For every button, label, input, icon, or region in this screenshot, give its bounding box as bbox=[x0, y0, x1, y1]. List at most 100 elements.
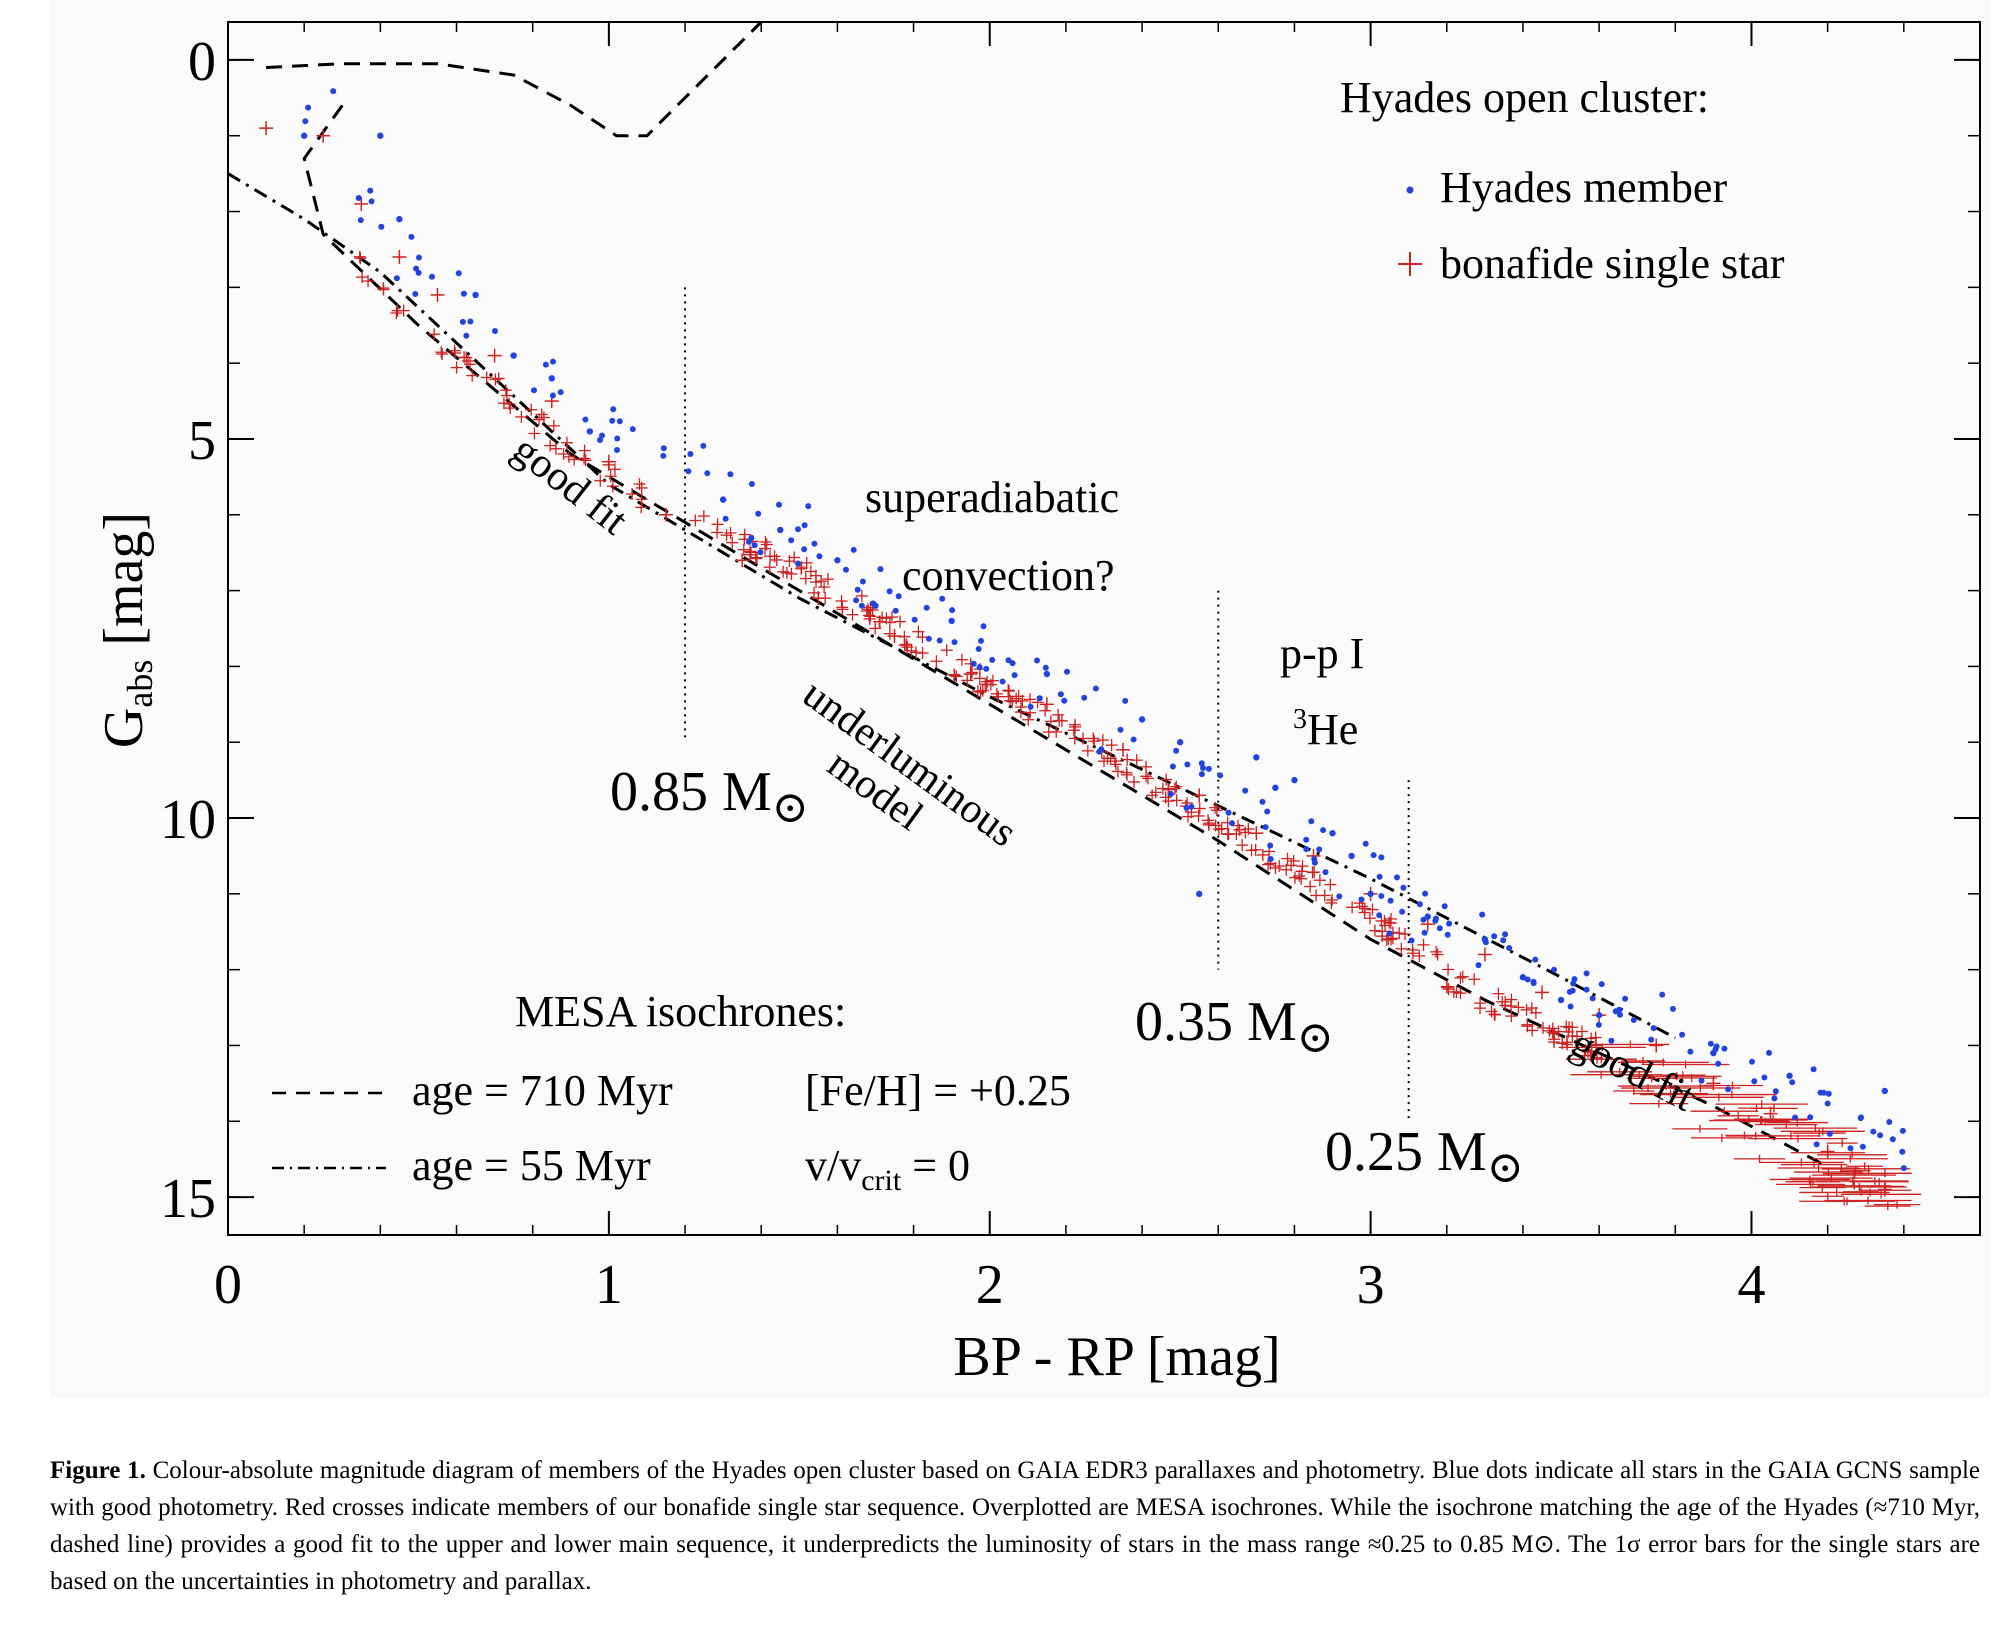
member-dot bbox=[1659, 991, 1666, 998]
member-dot bbox=[1064, 668, 1070, 675]
single-star-cross bbox=[1067, 724, 1080, 737]
single-star-cross bbox=[464, 358, 477, 371]
single-star-cross bbox=[1725, 1131, 1764, 1140]
single-star-cross bbox=[1156, 782, 1169, 795]
member-dot bbox=[1200, 765, 1206, 771]
member-dot bbox=[801, 546, 808, 553]
member-dot bbox=[582, 416, 589, 423]
single-star-cross bbox=[1346, 901, 1359, 914]
member-dot bbox=[1433, 915, 1439, 922]
single-star-cross bbox=[436, 348, 449, 361]
single-star-cross bbox=[1877, 1182, 1892, 1197]
single-star-cross bbox=[1109, 758, 1122, 771]
single-star-cross bbox=[836, 603, 849, 616]
single-star-cross bbox=[1474, 1002, 1487, 1015]
member-dot bbox=[1205, 765, 1212, 772]
member-dot bbox=[1229, 820, 1235, 827]
member-dot bbox=[1117, 726, 1124, 733]
member-dot bbox=[795, 560, 802, 567]
single-star-cross bbox=[1417, 938, 1430, 951]
single-star-cross bbox=[1565, 1055, 1637, 1064]
member-dot bbox=[614, 435, 621, 442]
single-star-cross bbox=[601, 454, 616, 469]
member-dot bbox=[886, 588, 893, 595]
member-dot bbox=[1027, 703, 1034, 710]
single-star-cross bbox=[1817, 1150, 1888, 1159]
single-star-cross bbox=[1456, 970, 1469, 983]
single-star-cross bbox=[760, 538, 773, 551]
single-star-cross bbox=[1850, 1188, 1890, 1197]
single-star-cross bbox=[1281, 852, 1294, 865]
member-dot bbox=[788, 537, 795, 544]
single-star-cross bbox=[1843, 1187, 1879, 1196]
single-star-cross bbox=[1686, 1090, 1777, 1099]
member-dot bbox=[1847, 1145, 1854, 1152]
single-star-cross bbox=[1236, 839, 1249, 852]
single-star-cross bbox=[1256, 848, 1269, 861]
single-star-cross bbox=[1733, 1115, 1813, 1124]
member-dot bbox=[1751, 1078, 1758, 1085]
member-dot bbox=[614, 447, 620, 453]
x-tick-label: 2 bbox=[976, 1254, 1004, 1316]
single-star-cross bbox=[1824, 1196, 1912, 1205]
single-star-cross bbox=[1715, 1100, 1808, 1109]
single-star-cross bbox=[1492, 987, 1505, 1000]
single-star-cross bbox=[1840, 1166, 1871, 1175]
single-star-cross bbox=[1140, 760, 1153, 773]
member-dot bbox=[951, 639, 958, 646]
x-tick-label: 1 bbox=[595, 1254, 623, 1316]
plot-frame bbox=[227, 21, 1981, 1236]
member-dot bbox=[978, 637, 984, 644]
single-star-cross bbox=[1203, 817, 1216, 830]
member-dot bbox=[1670, 1005, 1676, 1012]
member-dot bbox=[1570, 980, 1577, 987]
member-dot bbox=[1598, 981, 1605, 988]
member-dot bbox=[1198, 771, 1205, 778]
single-star-cross bbox=[846, 608, 859, 621]
member-dot bbox=[1900, 1165, 1907, 1172]
single-star-cross bbox=[1629, 1099, 1689, 1108]
single-star-cross bbox=[1641, 1060, 1730, 1069]
single-star-cross bbox=[1212, 823, 1225, 836]
single-star-cross bbox=[1296, 860, 1309, 873]
single-star-cross bbox=[804, 565, 817, 578]
single-star-cross bbox=[1442, 963, 1455, 976]
single-star-cross bbox=[499, 384, 512, 397]
single-star-cross bbox=[1780, 1127, 1865, 1136]
single-star-cross bbox=[1088, 735, 1101, 748]
single-star-cross bbox=[1096, 734, 1109, 747]
annotation-good-fit-upper: good fit bbox=[504, 427, 636, 545]
single-star-cross bbox=[737, 543, 750, 556]
annotation-pp1: p-p I bbox=[1280, 629, 1364, 678]
single-star-cross bbox=[1717, 1111, 1759, 1120]
single-star-cross bbox=[835, 595, 848, 608]
y-tick-label: 5 bbox=[188, 410, 216, 472]
single-star-cross bbox=[1575, 1025, 1588, 1038]
single-star-cross bbox=[1273, 860, 1286, 873]
member-dot bbox=[843, 566, 849, 573]
single-star-cross bbox=[1010, 692, 1023, 705]
member-dot bbox=[1183, 804, 1190, 811]
single-star-cross bbox=[1535, 985, 1549, 1000]
single-star-cross bbox=[1324, 878, 1337, 891]
single-star-cross bbox=[1864, 1202, 1911, 1211]
member-dot bbox=[1242, 787, 1249, 794]
single-star-cross bbox=[1430, 945, 1443, 958]
single-star-cross bbox=[316, 128, 331, 143]
single-star-cross bbox=[1068, 718, 1081, 731]
single-star-cross bbox=[1742, 1115, 1782, 1124]
single-star-cross bbox=[497, 397, 510, 410]
member-dot bbox=[1622, 995, 1629, 1002]
member-dot bbox=[492, 328, 498, 334]
single-star-cross bbox=[1081, 744, 1094, 757]
single-star-cross bbox=[1368, 924, 1381, 937]
single-star-cross bbox=[1313, 874, 1326, 887]
single-star-cross bbox=[500, 389, 513, 402]
single-star-cross bbox=[1395, 942, 1408, 955]
member-dot bbox=[367, 187, 374, 194]
member-dot bbox=[1491, 933, 1498, 940]
member-dot bbox=[1358, 896, 1365, 903]
caption-label: Figure 1. bbox=[50, 1457, 146, 1484]
member-dot bbox=[1825, 1090, 1832, 1097]
single-star-cross bbox=[525, 403, 538, 416]
